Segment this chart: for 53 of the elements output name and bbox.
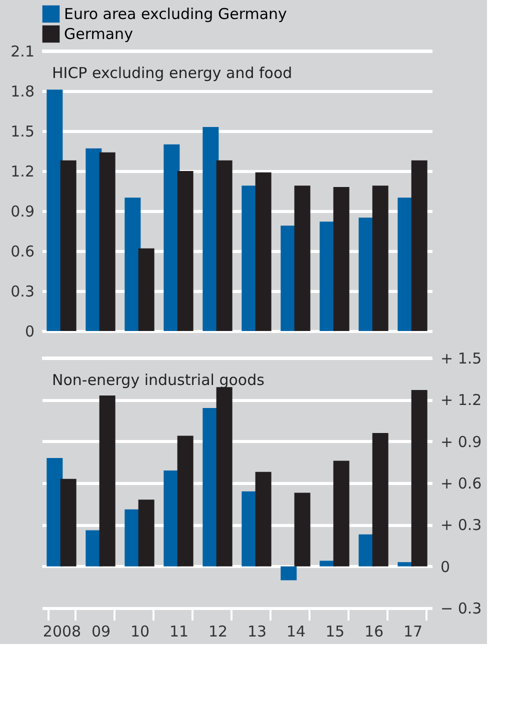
bar bbox=[99, 396, 116, 566]
bar bbox=[372, 186, 388, 331]
bar bbox=[60, 160, 76, 331]
bar bbox=[60, 478, 76, 566]
x-tick-label: 10 bbox=[130, 622, 150, 640]
bar bbox=[255, 172, 272, 331]
x-tick-label: 15 bbox=[325, 622, 345, 640]
bar bbox=[177, 436, 194, 566]
y2-tick-label: + 1.5 bbox=[440, 350, 482, 368]
bar bbox=[411, 160, 428, 331]
bar bbox=[411, 390, 428, 566]
bar bbox=[280, 566, 297, 580]
bar bbox=[294, 186, 310, 331]
x-tick-label: 17 bbox=[403, 622, 423, 640]
bar bbox=[333, 460, 350, 566]
y-tick-label: 0.9 bbox=[10, 202, 34, 220]
y2-tick-label: 0 bbox=[440, 558, 450, 576]
x-tick-label: 14 bbox=[286, 622, 306, 640]
x-tick-label: 11 bbox=[169, 622, 189, 640]
x-tick-label: 09 bbox=[91, 622, 111, 640]
y2-tick-label: − 0.3 bbox=[440, 600, 482, 618]
x-tick-label: 16 bbox=[364, 622, 384, 640]
y-tick-label: 1.2 bbox=[10, 162, 34, 180]
x-tick-label: 12 bbox=[208, 622, 228, 640]
bar bbox=[177, 171, 194, 331]
y-tick-label: 1.8 bbox=[10, 82, 34, 100]
x-tick-label: 2008 bbox=[42, 622, 82, 640]
bar bbox=[124, 198, 141, 331]
y-tick-label: 1.5 bbox=[10, 122, 34, 140]
y2-tick-label: + 0.6 bbox=[440, 474, 482, 492]
bar bbox=[216, 387, 232, 566]
y2-tick-label: + 0.9 bbox=[440, 432, 482, 451]
bar bbox=[294, 492, 310, 566]
bar bbox=[46, 90, 63, 331]
bar bbox=[216, 160, 232, 331]
bar bbox=[99, 152, 116, 331]
y-tick-label: 0.3 bbox=[10, 282, 34, 300]
legend-label: Euro area excluding Germany bbox=[64, 5, 288, 23]
legend-label: Germany bbox=[64, 25, 134, 43]
y-tick-label: 2.1 bbox=[10, 42, 34, 60]
bar bbox=[138, 500, 154, 566]
x-tick-label: 13 bbox=[247, 622, 267, 640]
y-tick-label: 0 bbox=[24, 322, 34, 340]
bar bbox=[138, 248, 154, 331]
text: Non-energy industrial goods bbox=[52, 371, 265, 389]
y2-tick-label: + 1.2 bbox=[440, 391, 482, 410]
bar bbox=[333, 187, 350, 331]
y-tick-label: 0.6 bbox=[10, 242, 34, 260]
bar bbox=[46, 458, 63, 566]
y2-tick-label: + 0.3 bbox=[440, 516, 482, 534]
bar bbox=[372, 433, 388, 566]
text: HICP excluding energy and food bbox=[52, 64, 292, 82]
bar bbox=[255, 472, 272, 566]
